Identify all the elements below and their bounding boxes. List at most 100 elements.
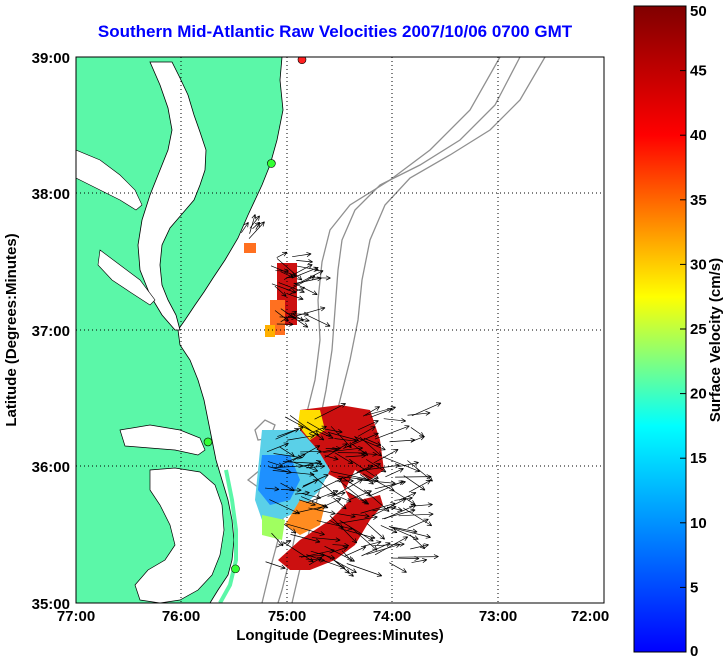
velocity-arrow <box>280 308 309 328</box>
lon-tick-label: 72:00 <box>571 608 609 625</box>
velocity-arrow <box>346 563 383 577</box>
velocity-arrow <box>286 293 304 301</box>
lon-tick-label: 73:00 <box>479 608 517 625</box>
lon-tick-label: 74:00 <box>373 608 411 625</box>
radar-station-marker <box>267 159 276 168</box>
velocity-arrow <box>264 486 280 492</box>
velocity-arrow <box>403 475 426 491</box>
velocity-arrow <box>393 490 416 505</box>
velocity-arrow <box>332 542 350 548</box>
lon-tick-label: 75:00 <box>268 608 306 625</box>
velocity-arrow <box>316 498 342 510</box>
velocity-arrow <box>344 546 367 557</box>
velocity-arrow <box>389 562 407 573</box>
velocity-arrow <box>366 543 401 555</box>
velocity-arrow <box>327 431 359 442</box>
bay-tributary-west <box>76 149 143 211</box>
chesapeake-bay <box>137 61 207 331</box>
velocity-arrow <box>390 526 419 540</box>
velocity-arrow <box>289 415 325 441</box>
velocity-arrow <box>361 542 391 557</box>
velocity-arrow <box>385 468 404 478</box>
velocity-arrow <box>329 546 348 554</box>
colorbar-ticks: 0 5 10 15 20 25 30 35 40 45 50 <box>680 3 707 659</box>
velocity-arrow <box>336 515 378 525</box>
velocity-arrow <box>308 275 331 281</box>
radar-station-marker <box>203 437 213 447</box>
velocity-arrow <box>314 403 346 420</box>
velocity-arrow <box>338 476 379 483</box>
lat-tick-label: 35:00 <box>32 596 70 613</box>
hf-radar-stations <box>203 57 307 574</box>
velocity-field-small <box>244 243 256 253</box>
velocity-arrow <box>288 315 310 323</box>
velocity-arrow <box>272 470 315 477</box>
velocity-arrow <box>299 553 325 559</box>
colorbar-tick-label: 35 <box>690 192 707 209</box>
velocity-arrow <box>339 520 374 542</box>
velocity-arrow <box>321 553 357 574</box>
velocity-arrow <box>370 480 404 496</box>
velocity-arrow <box>308 425 327 434</box>
velocity-arrow <box>324 443 348 458</box>
lat-tick-label: 37:00 <box>32 323 70 340</box>
lon-tick-label: 76:00 <box>162 608 200 625</box>
velocity-arrow <box>348 490 372 501</box>
velocity-arrow <box>302 479 319 488</box>
velocity-arrow <box>318 447 338 453</box>
bay-tributary-south <box>97 249 156 306</box>
velocity-arrow <box>306 421 332 437</box>
colorbar-tick-label: 5 <box>690 579 698 596</box>
plot-frame <box>75 56 605 604</box>
velocity-arrow <box>308 507 336 516</box>
velocity-arrow <box>384 504 417 520</box>
velocity-arrow <box>354 436 386 451</box>
velocity-arrow <box>335 495 352 503</box>
velocity-arrow <box>270 265 297 277</box>
velocity-arrow <box>407 410 431 416</box>
velocity-arrow <box>301 492 322 500</box>
velocity-arrow <box>280 482 295 492</box>
velocity-arrow <box>363 437 382 446</box>
velocity-arrow <box>271 283 297 294</box>
colorbar-tick-label: 45 <box>690 63 707 80</box>
velocity-arrow <box>281 453 306 465</box>
velocity-arrow <box>296 265 319 272</box>
outer-banks <box>218 469 238 603</box>
velocity-arrow <box>306 314 331 327</box>
velocity-arrow <box>383 418 406 424</box>
velocity-arrow <box>274 285 287 297</box>
velocity-arrow <box>341 550 353 562</box>
velocity-arrow <box>293 270 324 287</box>
velocity-arrow <box>276 258 303 281</box>
velocity-arrow <box>287 433 315 441</box>
colorbar-label: Surface Velocity (cm/s) <box>707 258 724 422</box>
velocity-arrow <box>285 459 319 472</box>
velocity-arrow <box>300 496 329 509</box>
colorbar-tick-label: 10 <box>690 515 707 532</box>
velocity-arrow <box>363 540 382 547</box>
velocity-arrow <box>291 312 304 322</box>
velocity-arrow <box>358 451 378 457</box>
velocity-arrow <box>373 449 399 464</box>
colorbar-tick-label: 15 <box>690 450 707 467</box>
colorbar-tick-label: 0 <box>690 643 698 659</box>
radar-station-marker <box>297 57 307 65</box>
velocity-arrow <box>321 428 343 434</box>
velocity-arrow <box>272 462 315 469</box>
velocity-arrow <box>271 532 284 547</box>
velocity-arrow <box>292 252 312 258</box>
velocity-arrow <box>281 487 302 493</box>
lon-tick-label: 77:00 <box>57 608 95 625</box>
velocity-arrow <box>394 496 413 501</box>
velocity-arrow <box>349 459 379 479</box>
velocity-arrow <box>293 282 318 295</box>
velocity-arrow <box>333 497 347 510</box>
velocity-arrow <box>324 455 339 461</box>
velocity-arrow <box>300 449 322 454</box>
albemarle-sound <box>119 424 206 456</box>
velocity-arrow <box>359 436 382 457</box>
colorbar-tick-label: 50 <box>690 3 707 20</box>
lat-tick-label: 39:00 <box>32 50 70 67</box>
